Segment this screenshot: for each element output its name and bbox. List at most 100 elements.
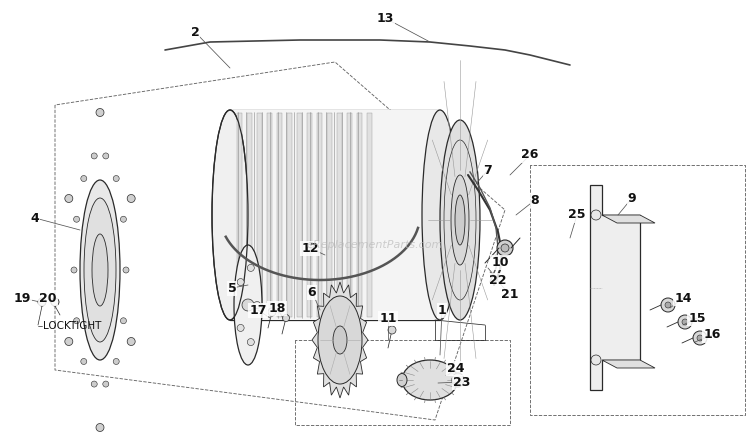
Text: 7: 7 [484,163,492,177]
Text: 6: 6 [308,286,316,299]
Circle shape [121,216,127,222]
Circle shape [64,338,73,346]
Circle shape [497,240,513,256]
Circle shape [92,153,98,159]
Bar [357,113,362,317]
Text: 4: 4 [31,212,39,225]
Text: 5: 5 [228,282,236,294]
Bar [307,113,312,317]
Bar [257,113,262,317]
Circle shape [96,109,104,117]
Ellipse shape [84,198,116,342]
Polygon shape [602,215,655,223]
Circle shape [283,314,290,321]
Text: 12: 12 [302,241,319,254]
Text: 11: 11 [380,311,397,325]
Circle shape [248,339,254,346]
Circle shape [682,319,688,325]
Text: 16: 16 [704,328,721,342]
Text: 19: 19 [13,292,31,304]
Bar [317,113,322,317]
Ellipse shape [455,195,465,245]
Bar [277,113,282,317]
Circle shape [113,358,119,364]
Circle shape [665,302,671,308]
Ellipse shape [452,373,464,387]
Circle shape [51,298,59,306]
Circle shape [697,335,703,341]
Circle shape [71,267,77,273]
Circle shape [388,326,396,334]
Polygon shape [602,360,655,368]
Circle shape [678,315,692,329]
Text: 25: 25 [568,208,586,222]
Circle shape [123,267,129,273]
Circle shape [64,194,73,202]
Bar [337,113,342,317]
Circle shape [103,153,109,159]
Bar [347,113,352,317]
Text: 18: 18 [268,301,286,314]
Bar [327,113,332,317]
Text: 21: 21 [501,289,519,301]
Text: LOCKTIGHT: LOCKTIGHT [43,321,101,331]
Circle shape [74,216,80,222]
Polygon shape [590,185,640,390]
Text: 13: 13 [376,11,394,25]
Ellipse shape [451,175,469,265]
Text: 23: 23 [453,375,471,389]
Circle shape [121,318,127,324]
Circle shape [92,381,98,387]
Ellipse shape [440,120,480,320]
Ellipse shape [397,374,407,386]
Text: 2: 2 [190,25,200,39]
Polygon shape [230,110,440,320]
Circle shape [268,308,276,316]
Ellipse shape [92,234,108,306]
Circle shape [693,331,707,345]
Circle shape [591,355,601,365]
Text: 15: 15 [688,311,706,325]
Circle shape [248,265,254,272]
Ellipse shape [234,245,262,365]
Circle shape [81,176,87,181]
Text: 9: 9 [628,191,636,205]
Text: 10: 10 [491,255,508,268]
Bar [237,113,242,317]
Text: 20: 20 [39,292,57,304]
Bar [267,113,272,317]
Circle shape [128,338,135,346]
Bar [367,113,372,317]
Ellipse shape [212,110,248,320]
Text: 14: 14 [674,292,692,304]
Text: 22: 22 [489,273,507,286]
Circle shape [128,194,135,202]
Circle shape [74,318,80,324]
Circle shape [103,381,109,387]
Text: 1: 1 [438,304,446,317]
Bar [247,113,252,317]
Ellipse shape [333,326,347,354]
Text: 24: 24 [447,361,465,374]
Ellipse shape [318,296,362,384]
Circle shape [38,298,46,306]
Bar [297,113,302,317]
Circle shape [96,424,104,431]
Circle shape [591,210,601,220]
Text: eReplacementParts.com: eReplacementParts.com [307,240,443,250]
Ellipse shape [80,180,120,360]
Text: 17: 17 [249,304,267,317]
Circle shape [237,279,244,286]
Circle shape [242,299,254,311]
Circle shape [501,244,509,252]
Bar [287,113,292,317]
Circle shape [113,176,119,181]
Ellipse shape [402,360,458,400]
Ellipse shape [422,110,458,320]
Circle shape [254,301,260,308]
Circle shape [81,358,87,364]
Text: 8: 8 [531,194,539,206]
Circle shape [661,298,675,312]
Text: 26: 26 [521,148,538,162]
Circle shape [237,325,244,332]
